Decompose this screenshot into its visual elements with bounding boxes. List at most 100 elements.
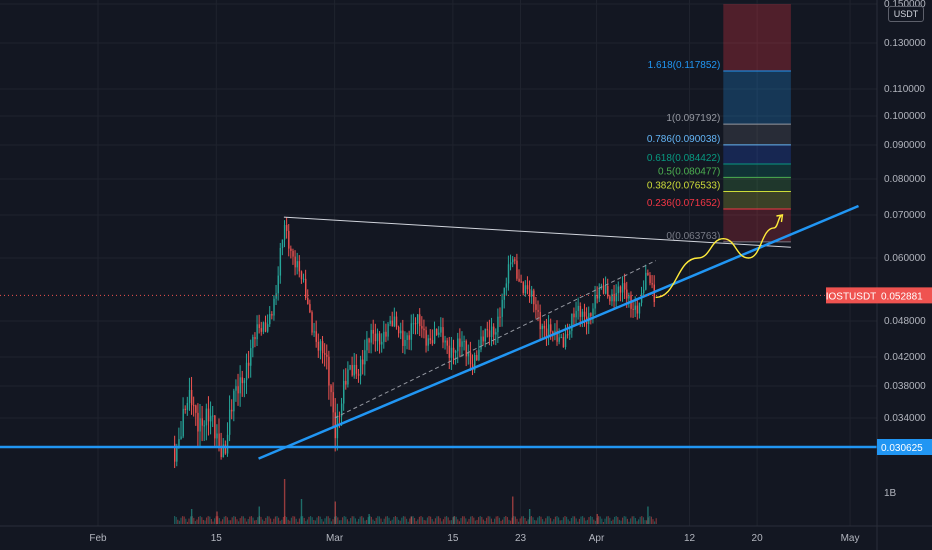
volume-bar — [351, 516, 353, 524]
projected-path-arrowhead — [776, 214, 784, 223]
volume-bar — [182, 516, 184, 524]
volume-bar — [386, 516, 388, 524]
volume-bar — [311, 517, 313, 524]
candle-body — [309, 304, 311, 313]
candle-body — [368, 338, 370, 343]
candle-body — [239, 377, 241, 394]
candle-body — [632, 308, 634, 310]
candle-body — [397, 327, 400, 334]
volume-bar — [598, 516, 600, 524]
candle-body — [412, 323, 415, 325]
volume-bar — [497, 516, 499, 524]
candle-body — [421, 326, 423, 329]
volume-bar — [503, 516, 505, 524]
candle-body — [393, 316, 396, 327]
candle-body — [558, 337, 560, 342]
price-axis-label: 0.038000 — [884, 381, 926, 392]
volume-bar — [636, 521, 638, 524]
volume-bar — [604, 518, 606, 524]
volume-bar — [321, 519, 323, 524]
volume-bar — [402, 516, 404, 524]
drawn-trendlines[interactable] — [0, 204, 877, 460]
volume-bar — [466, 521, 468, 524]
volume-bar — [458, 521, 460, 524]
candle-body — [186, 402, 189, 410]
candle-body — [317, 341, 320, 351]
volume-bar — [380, 518, 382, 524]
volume-bar — [462, 516, 464, 524]
volume-bar — [588, 517, 590, 524]
volume-bar — [391, 519, 393, 524]
time-axis-label: 15 — [447, 533, 459, 544]
volume-bar — [265, 517, 267, 524]
volume-bar — [306, 519, 308, 524]
volume-bar — [260, 516, 262, 524]
volume-bar — [518, 521, 520, 524]
candle-body — [501, 299, 503, 317]
quote-unit-badge[interactable]: USDT — [888, 6, 924, 22]
candle-body — [237, 386, 239, 394]
candle-body — [364, 350, 366, 365]
candle-body — [579, 305, 582, 317]
volume-bar — [585, 520, 587, 524]
volume-bar — [263, 521, 265, 524]
volume-bar — [537, 517, 539, 524]
candle-body — [296, 261, 298, 268]
volume-bar — [463, 516, 465, 524]
price-axis-panel[interactable] — [877, 0, 932, 550]
candle-body — [429, 338, 432, 341]
candle-body — [592, 308, 594, 316]
candle-body — [381, 341, 383, 345]
candle-body — [552, 331, 554, 335]
volume-bar — [439, 518, 441, 524]
candle-body — [378, 333, 381, 345]
candle-body — [182, 408, 184, 437]
volume-bar — [425, 520, 427, 524]
volume-bar — [223, 516, 225, 524]
volume-bar — [225, 516, 227, 524]
volume-bar — [303, 517, 305, 524]
candle-body — [626, 289, 628, 299]
volume-bar — [582, 516, 584, 524]
fib-zone — [723, 177, 791, 192]
candle-body — [438, 332, 440, 335]
fib-level-label: 0.786(0.090038) — [647, 134, 720, 145]
volume-bar — [618, 519, 620, 524]
price-axis-label: 0.110000 — [884, 84, 925, 95]
volume-bar — [540, 516, 542, 524]
candle-body — [315, 331, 317, 342]
candle-body — [562, 337, 565, 347]
candle-body — [609, 296, 611, 302]
time-axis[interactable]: Feb 15 Mar 15 23 Apr 12 20 May — [89, 533, 859, 544]
volume-bar — [247, 518, 249, 524]
candle-body — [294, 256, 296, 268]
volume-bar — [210, 518, 212, 524]
candle-body — [463, 341, 465, 343]
volume-bar — [207, 516, 209, 524]
volume-bar-spike — [512, 496, 514, 524]
volume-bar — [634, 518, 636, 524]
candle-body — [241, 377, 244, 384]
volume-bar — [287, 519, 289, 524]
volume-bar — [487, 516, 489, 524]
volume-bar — [334, 516, 336, 524]
volume-bar — [186, 521, 188, 524]
candle-body — [201, 418, 203, 426]
volume-bar — [346, 519, 348, 524]
volume-bar — [617, 517, 619, 524]
fibonacci-extension[interactable]: 1.618(0.117852) 1(0.097192) 0.786(0.090038… — [647, 4, 791, 243]
candle-body — [319, 341, 322, 351]
candle-body — [480, 336, 482, 350]
candle-body — [419, 314, 421, 327]
price-axis-label: 0.080000 — [884, 174, 926, 185]
price-axis[interactable]: 0.150000 0.130000 0.110000 0.100000 0.090000… — [884, 0, 926, 499]
candle-body — [621, 283, 624, 293]
candle-body — [199, 418, 201, 432]
volume-bar — [489, 516, 491, 524]
volume-bar — [564, 516, 566, 524]
candle-body — [526, 285, 529, 290]
volume-bar — [548, 516, 550, 524]
candle-body — [254, 336, 256, 340]
